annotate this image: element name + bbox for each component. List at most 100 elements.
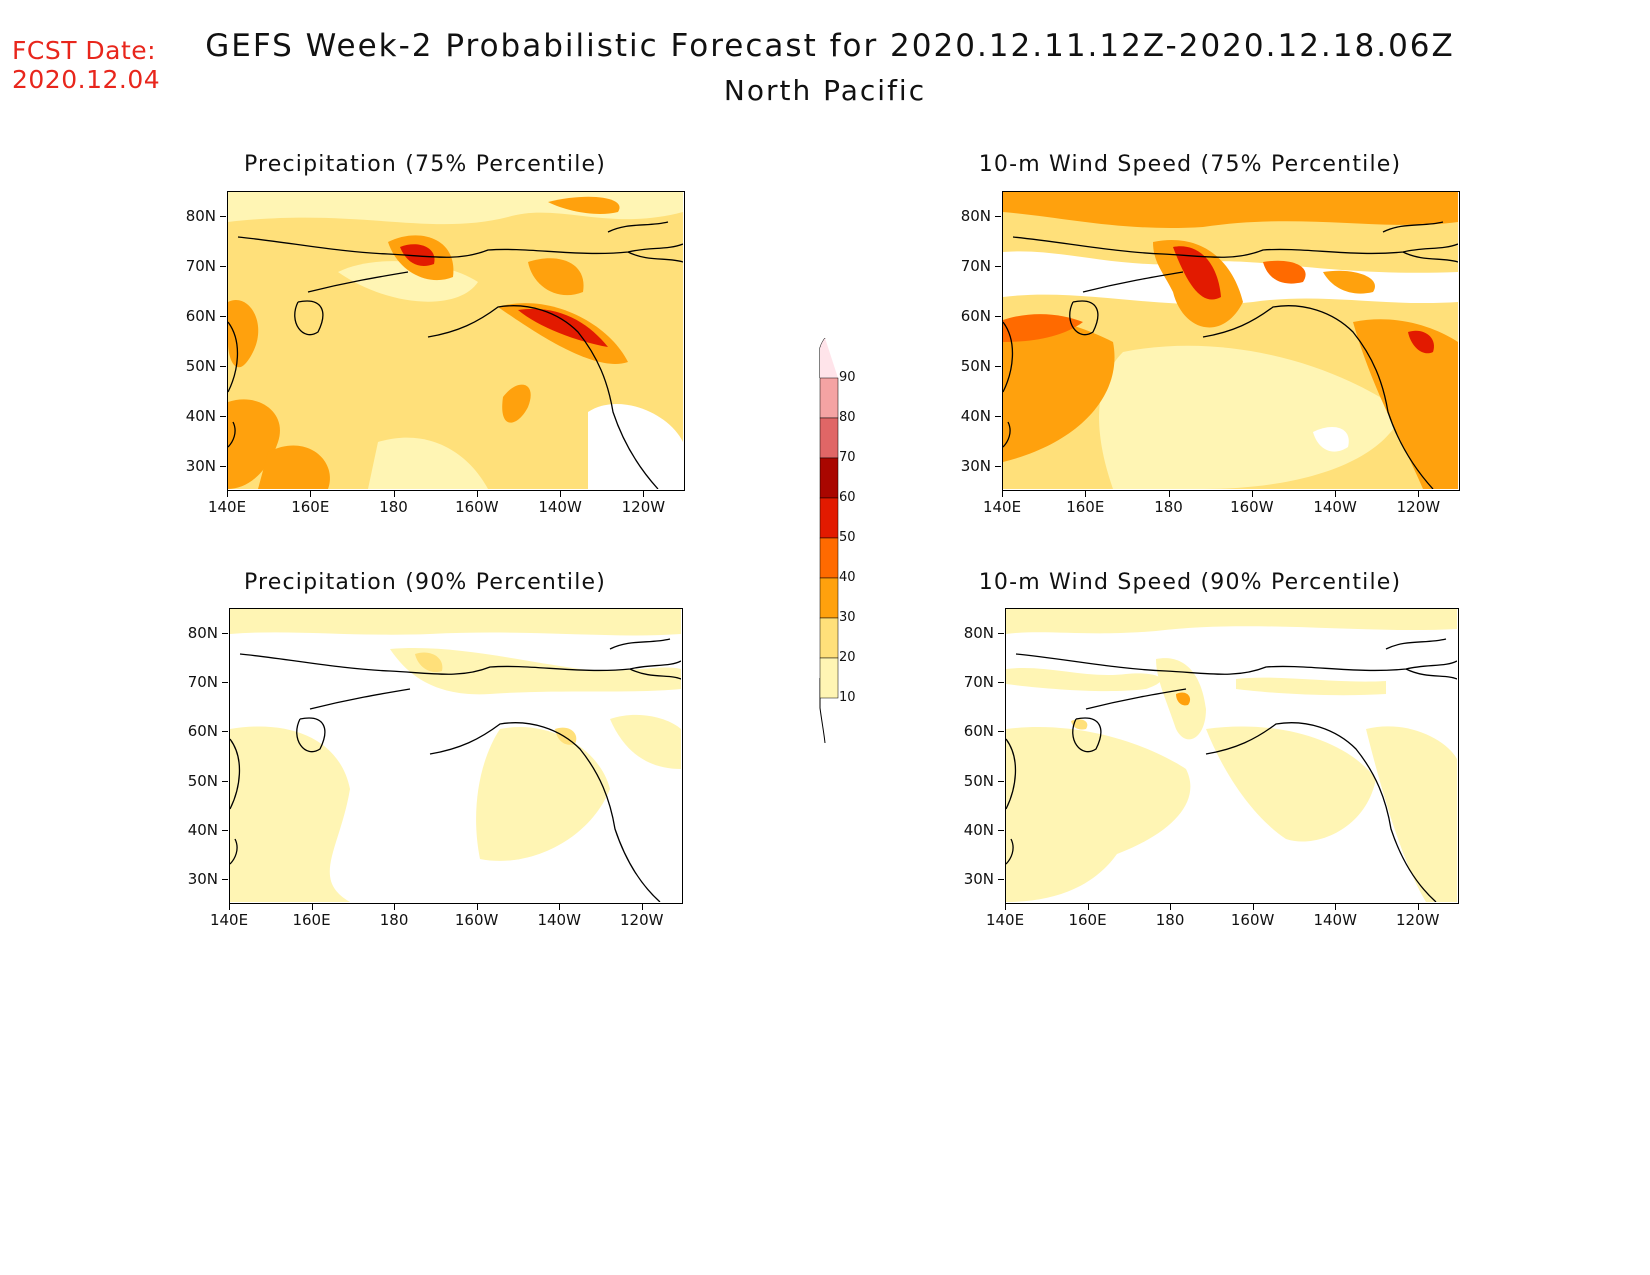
lon-tick	[311, 904, 313, 910]
lat-tick	[998, 682, 1004, 683]
lon-label-precip-75-120W: 120W	[621, 498, 666, 516]
lon-tick	[643, 491, 645, 497]
map-wind-90-graphic	[1006, 609, 1457, 902]
lat-label-wind-75-60N: 60N	[960, 307, 991, 325]
lon-label-precip-75-140E: 140E	[207, 498, 247, 516]
lat-tick	[998, 632, 1004, 634]
lat-label-wind-75-30N: 30N	[960, 457, 991, 475]
forecast-date-caption: FCST Date:	[12, 36, 157, 65]
lat-label-wind-90-40N: 40N	[963, 821, 994, 839]
lon-label-precip-75-160E: 160E	[291, 498, 330, 516]
lon-label-precip-90-120W: 120W	[619, 911, 664, 929]
lat-tick	[995, 216, 1001, 217]
lon-tick	[560, 491, 562, 497]
lon-tick	[1252, 904, 1254, 910]
lat-tick	[995, 466, 1001, 467]
lon-tick	[1335, 904, 1337, 910]
lat-tick	[995, 366, 1001, 367]
lon-tick	[227, 491, 228, 497]
lat-tick	[995, 416, 1001, 417]
panel-title-wind-75: 10-m Wind Speed (75% Percentile)	[978, 152, 1402, 177]
lon-label-precip-90-180: 180	[379, 911, 409, 929]
colorbar-graphic	[819, 337, 839, 744]
lat-label-wind-75-50N: 50N	[960, 357, 991, 375]
lat-tick	[220, 316, 226, 317]
lon-tick	[1170, 904, 1172, 910]
lon-tick	[1085, 491, 1087, 497]
colorbar: 90 80 70 60 50 40 30 20 10	[812, 337, 872, 748]
lat-tick	[998, 780, 1004, 782]
lat-tick	[220, 416, 226, 417]
panel-title-precip-75: Precipitation (75% Percentile)	[243, 152, 607, 177]
lon-label-wind-75-120W: 120W	[1396, 498, 1441, 516]
colorbar-label-10: 10	[839, 690, 856, 705]
lon-label-wind-75-140E: 140E	[982, 498, 1022, 516]
lat-tick	[220, 266, 226, 267]
map-precip-75-graphic	[228, 192, 683, 489]
lat-tick	[995, 266, 1001, 267]
lon-tick	[1251, 491, 1253, 497]
lon-tick	[310, 491, 312, 497]
lon-tick	[1005, 904, 1006, 910]
lat-label-precip-75-60N: 60N	[185, 307, 216, 325]
lon-label-wind-90-140E: 140E	[985, 911, 1025, 929]
lon-label-wind-75-140W: 140W	[1313, 498, 1357, 516]
map-precip-90-graphic	[230, 609, 681, 902]
lon-label-wind-90-120W: 120W	[1395, 911, 1440, 929]
lat-label-precip-90-70N: 70N	[187, 673, 218, 691]
lon-tick	[394, 904, 396, 910]
colorbar-label-60: 60	[839, 490, 856, 505]
lon-tick	[1168, 491, 1170, 497]
lat-label-precip-90-40N: 40N	[187, 821, 218, 839]
lon-label-wind-75-160W: 160W	[1230, 498, 1274, 516]
colorbar-label-40: 40	[839, 570, 856, 585]
colorbar-label-80: 80	[839, 410, 856, 425]
lon-tick	[1335, 491, 1337, 497]
lon-label-precip-90-140E: 140E	[209, 911, 249, 929]
lat-label-precip-75-30N: 30N	[185, 457, 216, 475]
colorbar-label-20: 20	[839, 650, 856, 665]
lat-label-precip-90-60N: 60N	[187, 722, 218, 741]
lon-tick	[229, 904, 230, 910]
lat-tick	[222, 682, 228, 683]
lat-tick	[222, 632, 228, 634]
lat-label-precip-75-50N: 50N	[185, 357, 216, 375]
lat-label-wind-75-40N: 40N	[960, 407, 991, 425]
lat-tick	[222, 830, 228, 831]
lat-tick	[222, 731, 228, 733]
lat-label-precip-75-80N: 80N	[185, 207, 216, 225]
lat-label-precip-90-80N: 80N	[187, 623, 218, 642]
lon-tick	[476, 904, 478, 910]
colorbar-label-50: 50	[839, 530, 856, 545]
lon-label-precip-90-140W: 140W	[537, 911, 581, 929]
lat-tick	[220, 216, 226, 217]
lon-label-wind-75-160E: 160E	[1066, 498, 1105, 516]
colorbar-label-70: 70	[839, 450, 856, 465]
lon-label-wind-90-180: 180	[1155, 911, 1185, 929]
map-precip-75	[227, 191, 685, 491]
lat-label-wind-90-30N: 30N	[963, 870, 994, 889]
region-subtitle: North Pacific	[723, 74, 927, 107]
lon-label-wind-90-140W: 140W	[1313, 911, 1357, 929]
lat-label-precip-75-40N: 40N	[185, 407, 216, 425]
lon-tick	[1417, 904, 1419, 910]
lat-tick	[998, 830, 1004, 831]
lat-label-wind-90-60N: 60N	[963, 722, 994, 741]
lon-label-wind-90-160W: 160W	[1230, 911, 1275, 929]
lon-label-precip-75-160W: 160W	[455, 498, 499, 516]
page-title: GEFS Week-2 Probabilistic Forecast for 2…	[205, 28, 1455, 64]
lat-label-wind-90-50N: 50N	[963, 771, 994, 790]
forecast-date-value: 2020.12.04	[12, 65, 161, 94]
colorbar-label-90: 90	[839, 370, 856, 385]
lon-tick	[1002, 491, 1003, 497]
lon-label-precip-90-160E: 160E	[292, 911, 331, 929]
colorbar-label-30: 30	[839, 610, 856, 625]
lon-tick	[393, 491, 395, 497]
map-wind-75	[1002, 191, 1460, 491]
lon-label-precip-90-160W: 160W	[454, 911, 499, 929]
map-wind-75-graphic	[1003, 192, 1458, 489]
lat-label-wind-75-70N: 70N	[960, 257, 991, 275]
lat-label-wind-90-80N: 80N	[963, 623, 994, 642]
lon-label-precip-75-180: 180	[379, 498, 408, 516]
lon-label-wind-90-160E: 160E	[1068, 911, 1107, 929]
